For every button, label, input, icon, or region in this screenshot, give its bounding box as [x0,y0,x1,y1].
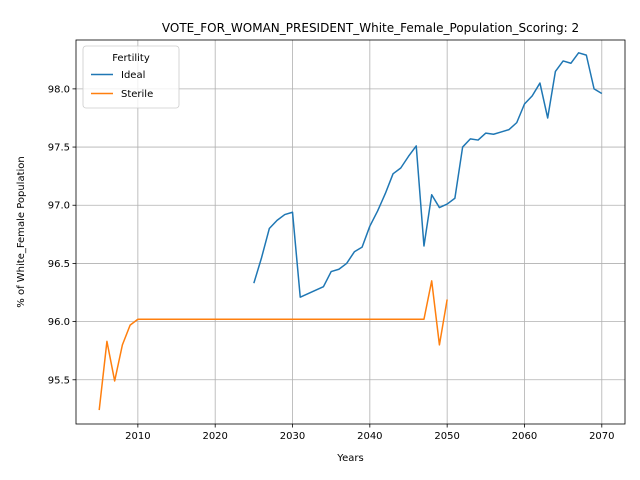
series-line-ideal [253,52,603,298]
series-lines [98,52,603,411]
y-tick-label: 97.0 [48,201,70,212]
x-tick-label: 2020 [202,431,227,442]
x-axis-label: Years [336,453,363,464]
y-tick-label: 97.5 [48,143,70,154]
legend: Fertility Ideal Sterile [82,45,180,109]
x-tick-label: 2040 [357,431,382,442]
y-tick-label: 95.5 [48,375,70,386]
x-tick-label: 2050 [434,431,459,442]
grid [76,40,625,424]
x-tick-label: 2010 [125,431,150,442]
x-tick-label: 2030 [280,431,305,442]
legend-label: Ideal [121,70,145,81]
legend-title: Fertility [112,53,150,64]
axis-ticks: 2010 2020 2030 2040 2050 2060 2070 95.5 96.0 96.5… [48,84,615,442]
series-line-sterile [98,280,448,411]
y-axis-label: % of White_Female Population [16,156,27,307]
y-tick-label: 96.5 [48,259,70,270]
x-tick-label: 2060 [512,431,537,442]
y-tick-label: 98.0 [48,84,70,95]
legend-label: Sterile [121,89,153,100]
legend-items: Ideal Sterile [91,70,153,100]
plot-frame [75,39,626,425]
x-tick-label: 2070 [589,431,614,442]
y-tick-label: 96.0 [48,317,70,328]
legend-box [82,45,180,109]
chart-title: VOTE_FOR_WOMAN_PRESIDENT_White_Female_Po… [162,21,579,35]
